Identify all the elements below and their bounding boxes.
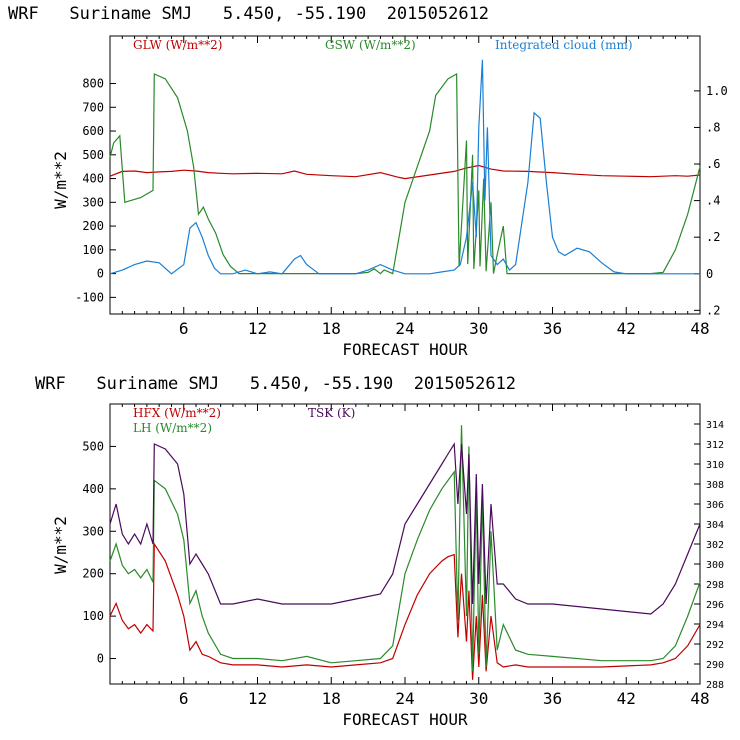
y-tick-label: 300 <box>82 195 104 209</box>
bottom-y-ticks: 0 100 200 300 400 500 <box>82 439 116 666</box>
series-line-2 <box>109 442 701 615</box>
x-tick-label: 6 <box>179 319 189 338</box>
bottom-chart-title: WRF Suriname SMJ 5.450, -55.190 20150526… <box>35 374 516 394</box>
y-tick-label: 100 <box>82 243 104 257</box>
series-line-1 <box>109 72 701 275</box>
y-tick-label: 600 <box>82 124 104 138</box>
x-tick-label: 24 <box>395 319 414 338</box>
top-plot-frame <box>109 35 701 315</box>
bottom-y2-ticks: 288 290 292 294 296 298 300 302 304 306 308 310 312 3… <box>694 420 724 691</box>
top-x-axis-label: FORECAST HOUR <box>342 340 468 359</box>
bottom-legend-hfx: HFX (W/m**2) <box>133 406 221 420</box>
y2-tick-label: 308 <box>706 480 724 491</box>
x-tick-label: 6 <box>179 689 189 708</box>
y-tick-label: 400 <box>82 172 104 186</box>
top-y2-ticks: .2 0 .2 .4 .6 .8 1.0 <box>694 84 728 317</box>
y2-tick-label: .2 <box>706 230 720 244</box>
series-line-2 <box>109 59 700 275</box>
x-tick-label: 30 <box>469 689 488 708</box>
x-tick-label: 24 <box>395 689 414 708</box>
y-tick-label: 0 <box>97 652 104 666</box>
x-tick-label: 12 <box>248 689 267 708</box>
y2-tick-label: .4 <box>706 194 720 208</box>
top-legend-gsw: GSW (W/m**2) <box>325 38 416 52</box>
x-tick-label: 18 <box>322 319 341 338</box>
bottom-x-axis-label: FORECAST HOUR <box>342 710 468 729</box>
x-tick-label: 36 <box>543 689 562 708</box>
y2-tick-label: 288 <box>706 680 724 691</box>
y-tick-label: -100 <box>75 290 104 304</box>
x-tick-label: 30 <box>469 319 488 338</box>
y2-tick-label: 296 <box>706 600 724 611</box>
y2-tick-label: 298 <box>706 580 724 591</box>
y2-tick-label: 304 <box>706 520 724 531</box>
top-chart-title: WRF Suriname SMJ 5.450, -55.190 20150526… <box>8 4 489 24</box>
bottom-series-lines <box>109 425 701 680</box>
series-line-0 <box>109 164 701 180</box>
y2-tick-label: 314 <box>706 420 724 431</box>
x-tick-label: 48 <box>690 319 709 338</box>
y2-tick-label: 310 <box>706 460 724 471</box>
y2-tick-label: 300 <box>706 560 724 571</box>
y2-tick-label: 0 <box>706 267 713 281</box>
y-tick-label: 500 <box>82 439 104 453</box>
y2-tick-label: 292 <box>706 640 724 651</box>
x-tick-label: 48 <box>690 689 709 708</box>
series-line-1 <box>109 425 701 672</box>
top-y-axis-label: W/m**2 <box>51 151 70 209</box>
x-tick-label: 42 <box>617 689 636 708</box>
top-series-lines <box>109 59 701 275</box>
top-legend-cloud: Integrated cloud (mm) <box>495 38 633 52</box>
top-x-ticks: 6 12 18 24 30 36 42 48 <box>121 36 710 338</box>
y-tick-label: 300 <box>82 524 104 538</box>
top-chart: WRF Suriname SMJ 5.450, -55.190 20150526… <box>8 4 728 359</box>
y2-tick-label: 312 <box>706 440 724 451</box>
y-tick-label: 700 <box>82 100 104 114</box>
y-tick-label: 100 <box>82 609 104 623</box>
x-tick-label: 12 <box>248 319 267 338</box>
y-tick-label: 800 <box>82 77 104 91</box>
y-tick-label: 500 <box>82 148 104 162</box>
y-tick-label: 200 <box>82 567 104 581</box>
series-line-0 <box>109 542 701 680</box>
top-legend-glw: GLW (W/m**2) <box>133 38 222 52</box>
y2-tick-label: 302 <box>706 540 724 551</box>
y2-tick-label: 290 <box>706 660 724 671</box>
y2-tick-label: .2 <box>706 303 720 317</box>
y2-tick-label: 306 <box>706 500 724 511</box>
bottom-chart: WRF Suriname SMJ 5.450, -55.190 20150526… <box>35 374 724 729</box>
y2-tick-label: .8 <box>706 120 720 134</box>
bottom-y-axis-label: W/m**2 <box>51 516 70 574</box>
y-tick-label: 0 <box>97 267 104 281</box>
y2-tick-label: .6 <box>706 157 720 171</box>
x-tick-label: 42 <box>617 319 636 338</box>
y2-tick-label: 294 <box>706 620 724 631</box>
bottom-x-ticks: 6 12 18 24 30 36 42 48 <box>121 404 710 708</box>
bottom-legend-lh: LH (W/m**2) <box>133 421 212 435</box>
top-y-ticks: -100 0 100 200 300 400 500 600 700 800 <box>75 77 116 304</box>
y2-tick-label: 1.0 <box>706 84 728 98</box>
x-tick-label: 18 <box>322 689 341 708</box>
bottom-legend-tsk: TSK (K) <box>308 406 355 420</box>
bottom-plot-frame <box>109 403 701 685</box>
y-tick-label: 400 <box>82 482 104 496</box>
x-tick-label: 36 <box>543 319 562 338</box>
y-tick-label: 200 <box>82 219 104 233</box>
